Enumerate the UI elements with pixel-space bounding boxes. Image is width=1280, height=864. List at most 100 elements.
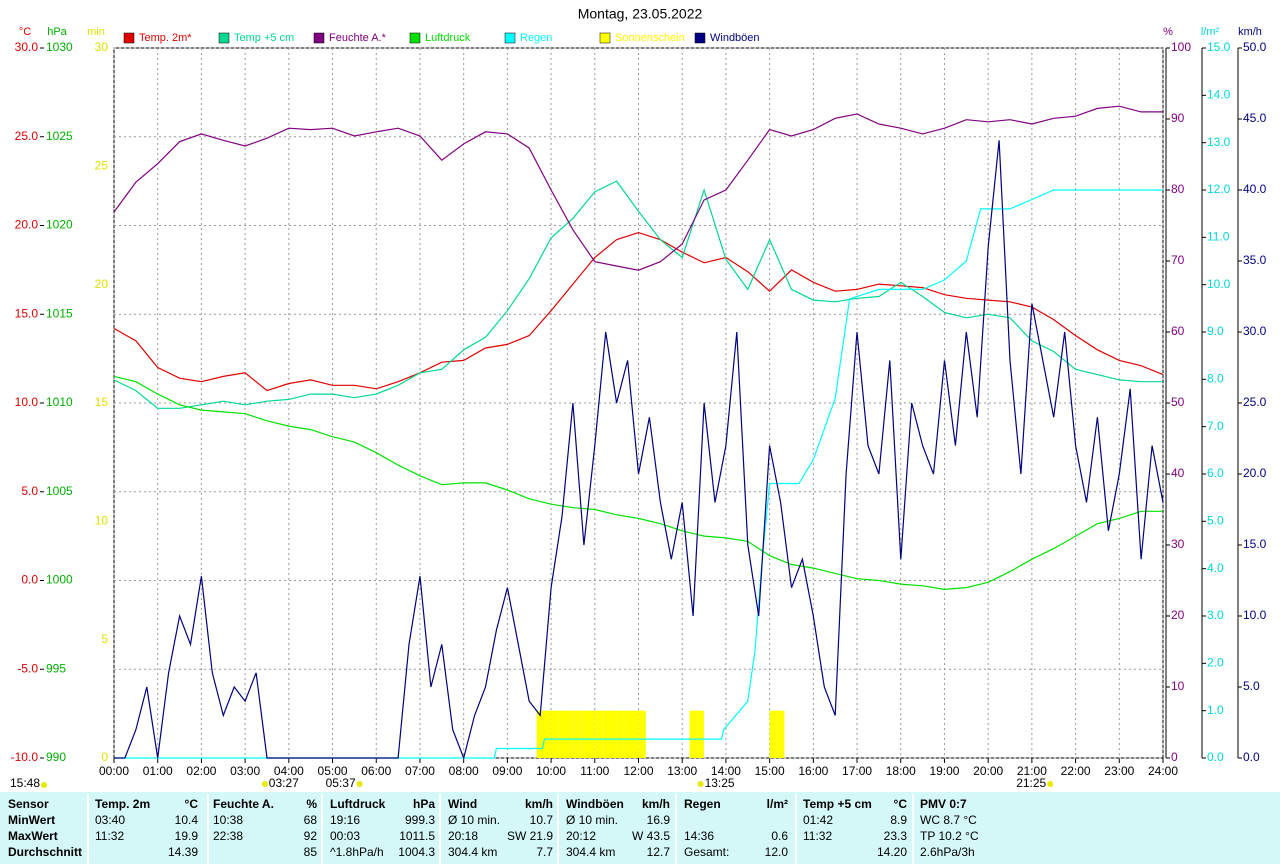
x-tick-label: 20:00 xyxy=(973,764,1003,778)
y-tick-label: 15.0 xyxy=(15,306,39,320)
cell-value: 19.9 xyxy=(175,829,199,843)
x-tick-label: 04:00 xyxy=(274,764,304,778)
x-tick-label: 10:00 xyxy=(536,764,566,778)
cell-value: 12.0 xyxy=(765,845,789,859)
legend-swatch xyxy=(504,32,516,44)
y-tick-label: 0 xyxy=(1171,750,1178,764)
y-tick-label: 3.0 xyxy=(1207,608,1224,622)
x-tick-label: 01:00 xyxy=(143,764,173,778)
sunshine-bar xyxy=(777,710,785,758)
axis-title: l/m² xyxy=(1201,26,1220,38)
y-tick-label: 30.0 xyxy=(15,40,39,54)
x-tick-label: 17:00 xyxy=(842,764,872,778)
y-tick-label: 995 xyxy=(46,661,66,675)
legend-label: Luftdruck xyxy=(425,32,471,44)
x-tick-label: 18:00 xyxy=(886,764,916,778)
chart-title: Montag, 23.05.2022 xyxy=(578,6,703,22)
y-tick-label: 10.0 xyxy=(1243,608,1267,622)
cell-value: W 43.5 xyxy=(632,829,670,843)
x-tick-label: 11:00 xyxy=(580,764,609,778)
y-tick-label: 15 xyxy=(95,395,109,409)
sunshine-bar xyxy=(551,710,559,758)
time-mark xyxy=(1047,781,1054,787)
sunshine-bar xyxy=(558,710,566,758)
y-tick-label: 10.0 xyxy=(15,395,39,409)
column-name: Feuchte A. xyxy=(213,797,274,811)
column-name: PMV 0:7 xyxy=(920,797,967,811)
column-unit: °C xyxy=(185,797,199,811)
y-tick-label: -5.0 xyxy=(17,661,38,675)
series-line xyxy=(113,180,1163,409)
y-tick-label: 1015 xyxy=(46,306,73,320)
x-tick-label: 19:00 xyxy=(929,764,959,778)
cell-note: 22:38 xyxy=(213,829,243,843)
series-line xyxy=(113,105,1163,271)
legend-label: Sonnenschein xyxy=(615,32,685,44)
y-tick-label: 990 xyxy=(46,750,66,764)
cell-value: 14.39 xyxy=(168,845,198,859)
cell-note: 10:38 xyxy=(213,813,243,827)
y-tick-label: 15.0 xyxy=(1243,537,1267,551)
cell-note: 304.4 km xyxy=(566,845,615,859)
cell-note: 11:32 xyxy=(803,829,832,843)
legend-swatch xyxy=(123,32,135,44)
day-length: 15:48 xyxy=(10,776,40,790)
cell-note: 00:03 xyxy=(330,829,360,843)
axis-title: min xyxy=(87,26,105,38)
y-tick-label: 25.0 xyxy=(15,129,39,143)
cell-note: 2.6hPa/3h xyxy=(920,845,975,859)
y-tick-label: 11.0 xyxy=(1207,230,1230,244)
column-name: Temp. 2m xyxy=(95,797,150,811)
series-line xyxy=(114,189,1163,759)
y-tick-label: 20 xyxy=(95,277,109,291)
cell-note: 20:12 xyxy=(566,829,596,843)
y-tick-label: 60 xyxy=(1171,324,1185,338)
column-name: Windböen xyxy=(566,797,624,811)
series-line xyxy=(113,375,1163,591)
stats-header: Sensor xyxy=(8,797,49,811)
x-tick-label: 13:00 xyxy=(667,764,697,778)
axis-title: km/h xyxy=(1238,26,1262,38)
sunshine-bar xyxy=(536,710,544,758)
y-tick-label: 10.0 xyxy=(1207,277,1231,291)
legend-swatch xyxy=(409,32,421,44)
y-tick-label: 1010 xyxy=(46,395,73,409)
legend-label: Regen xyxy=(520,32,552,44)
y-tick-label: 40 xyxy=(1171,466,1185,480)
column-name: Luftdruck xyxy=(330,797,386,811)
y-tick-label: 40.0 xyxy=(1243,182,1267,196)
cell-note: Ø 10 min. xyxy=(448,813,500,827)
cell-note: WC 8.7 °C xyxy=(920,813,977,827)
column-unit: % xyxy=(306,797,317,811)
cell-note: TP 10.2 °C xyxy=(920,829,979,843)
column-unit: km/h xyxy=(642,797,670,811)
cell-value: 999.3 xyxy=(405,813,435,827)
cell-note: ^1.8hPa/h xyxy=(330,845,384,859)
y-tick-label: 50.0 xyxy=(1243,40,1267,54)
x-tick-label: 09:00 xyxy=(492,764,522,778)
x-tick-label: 03:00 xyxy=(230,764,260,778)
legend-swatch xyxy=(599,32,611,44)
y-tick-label: 1020 xyxy=(46,218,73,232)
legend-label: Feuchte A.* xyxy=(329,32,387,44)
x-tick-label: 15:00 xyxy=(755,764,785,778)
sunshine-bar xyxy=(565,710,573,758)
y-tick-label: 50 xyxy=(1171,395,1185,409)
y-tick-label: 1030 xyxy=(46,40,73,54)
y-tick-label: 1025 xyxy=(46,129,73,143)
x-tick-label: 12:00 xyxy=(623,764,653,778)
legend-swatch xyxy=(313,32,325,44)
y-tick-label: 100 xyxy=(1171,40,1191,54)
time-mark-label: 05:37 xyxy=(326,776,356,790)
sunshine-bar xyxy=(769,710,777,758)
cell-note: Ø 10 min. xyxy=(566,813,618,827)
row-label: MaxWert xyxy=(8,829,58,843)
y-tick-label: 10 xyxy=(95,514,109,528)
cell-value: 8.9 xyxy=(890,813,907,827)
series-line xyxy=(114,140,1164,760)
axis-title: % xyxy=(1163,26,1173,38)
cell-value: 1004.3 xyxy=(398,845,435,859)
y-tick-label: 1005 xyxy=(46,484,73,498)
y-tick-label: 5.0 xyxy=(1207,514,1224,528)
legend-swatch xyxy=(218,32,230,44)
